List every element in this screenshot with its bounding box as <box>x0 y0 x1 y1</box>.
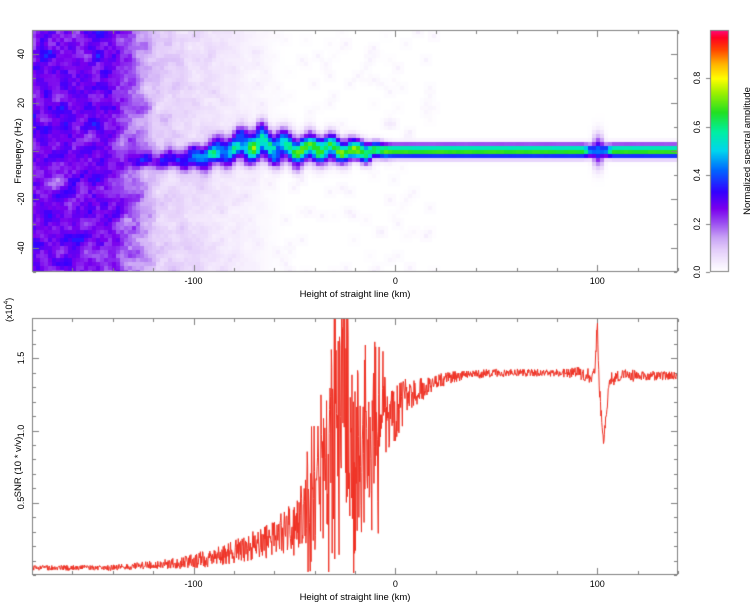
colorbar-tick-label: 0.0 <box>692 265 702 279</box>
colorbar-tick-label: 0.4 <box>692 168 702 182</box>
axis-tick-label: -40 <box>16 241 26 255</box>
snr-exponent-base: (x10 <box>4 304 14 322</box>
colorbar-tick-label: 0.2 <box>692 217 702 230</box>
snr-y-axis-label: SNR (10 * v/v) <box>13 436 24 497</box>
snr-y-axis-exponent: (x104) <box>3 297 14 322</box>
snr-x-axis-label: Height of straight line (km) <box>299 592 411 603</box>
snr-y-axis-label-text: SNR (10 * v/v) <box>13 436 24 497</box>
axis-tick-label: 20 <box>16 97 26 108</box>
axis-tick-label: -100 <box>184 579 203 589</box>
axis-tick-label: 1.5 <box>16 352 26 365</box>
axis-tick-label: 0 <box>392 579 398 589</box>
colorbar-tick-label: 0.8 <box>692 72 702 85</box>
colorbar-label: Normalized spectral amplitude <box>742 87 750 215</box>
axis-tick-label: 40 <box>16 49 26 60</box>
snr-exponent-power: 4 <box>3 300 10 305</box>
colorbar-tick-label: 0.6 <box>692 120 702 134</box>
axis-tick-label: 0 <box>392 276 398 286</box>
axis-tick-label: 0 <box>16 148 26 154</box>
axis-tick-label: 1.0 <box>16 424 26 437</box>
axis-tick-label: 100 <box>589 579 605 589</box>
axis-tick-label: -20 <box>16 192 26 206</box>
spectrogram-x-axis-label: Height of straight line (km) <box>299 289 411 300</box>
axis-tick-label: 100 <box>589 276 605 286</box>
axis-tick-label: 0.5 <box>16 496 26 510</box>
axis-tick-label: -100 <box>184 276 203 286</box>
